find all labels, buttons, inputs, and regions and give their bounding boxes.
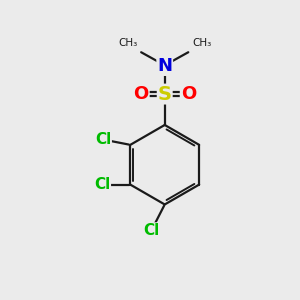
Text: Cl: Cl (143, 223, 160, 238)
Text: N: N (157, 57, 172, 75)
Text: Cl: Cl (94, 177, 110, 192)
Text: S: S (158, 85, 172, 104)
Text: CH₃: CH₃ (192, 38, 212, 48)
Text: Cl: Cl (95, 132, 111, 147)
Text: CH₃: CH₃ (118, 38, 137, 48)
Text: O: O (134, 85, 149, 103)
Text: O: O (181, 85, 196, 103)
